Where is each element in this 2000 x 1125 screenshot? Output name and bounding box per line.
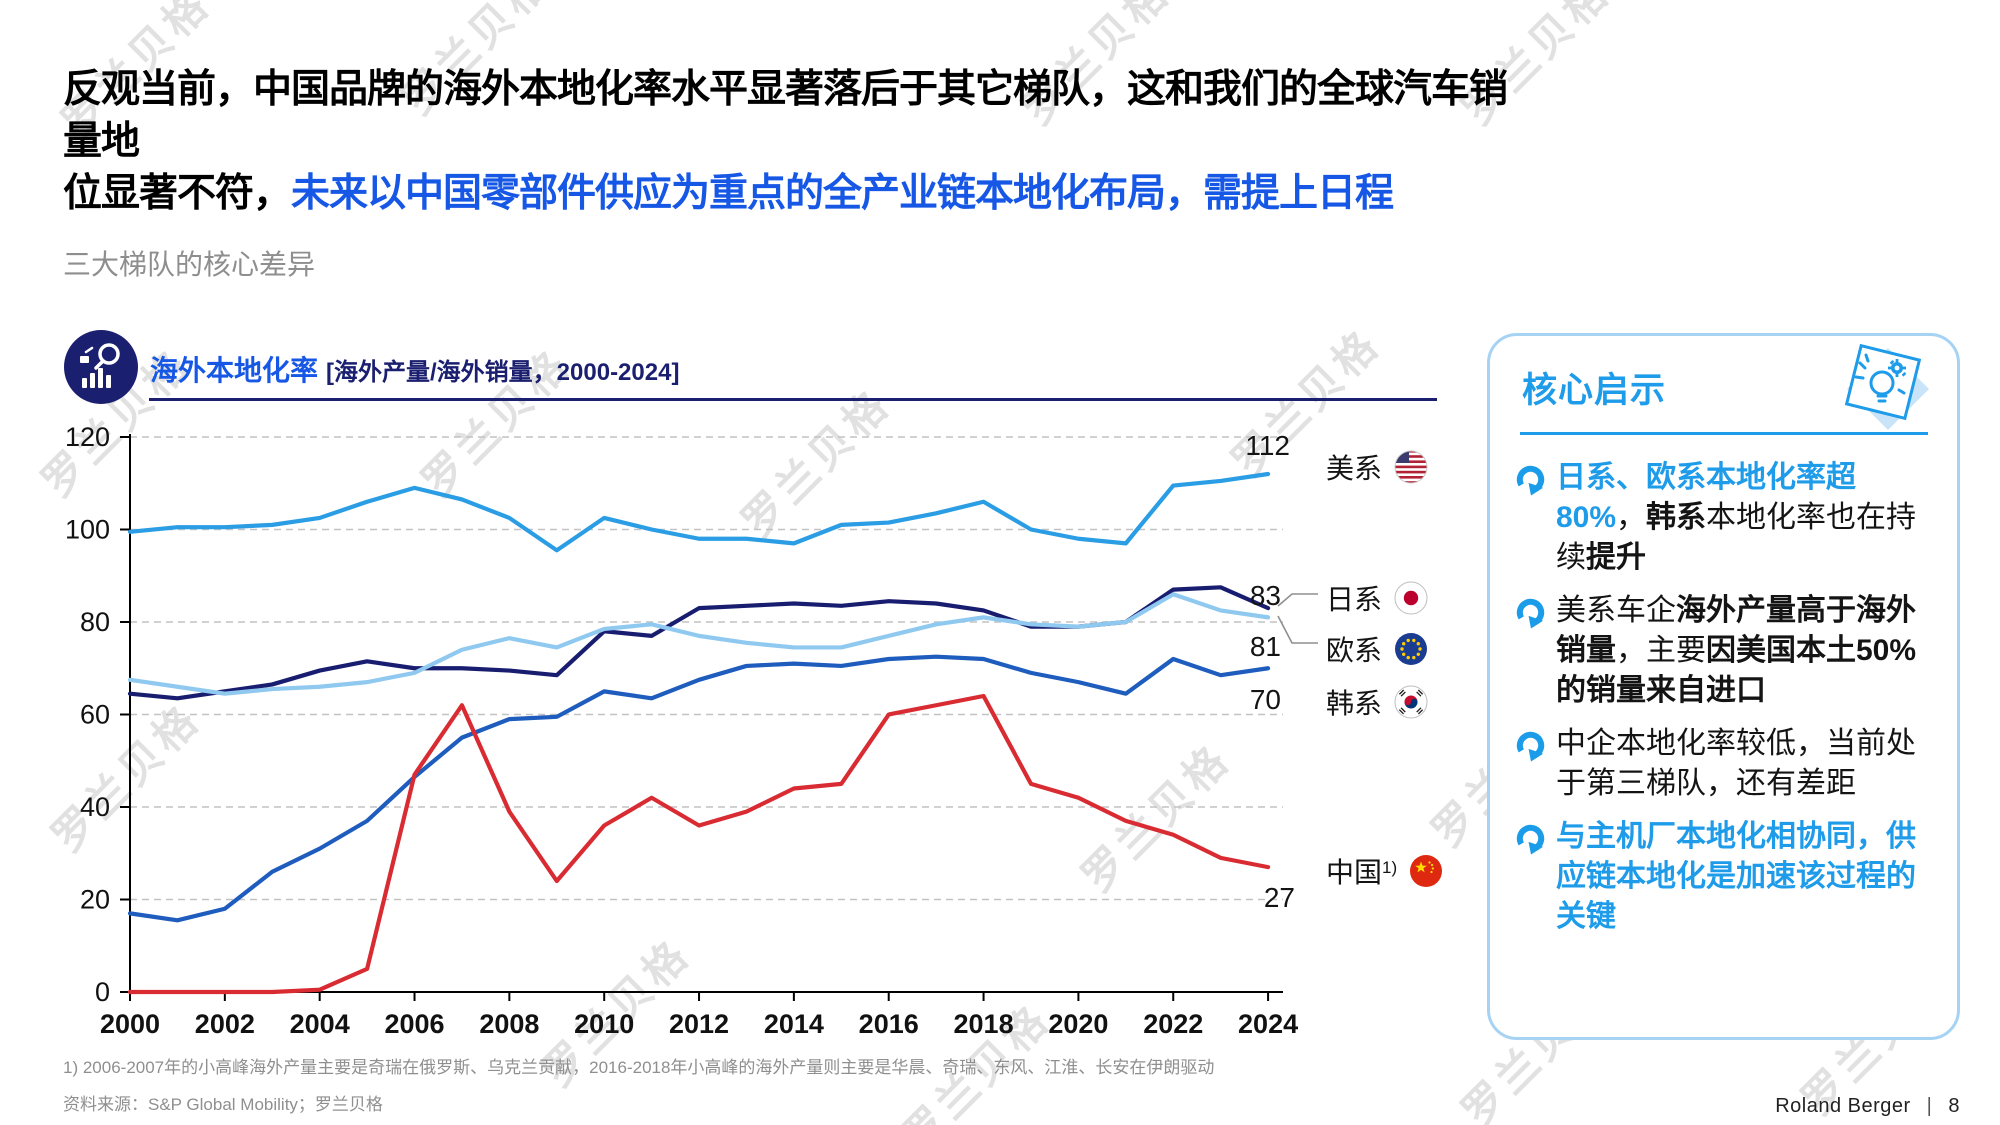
insight-bullet: 日系、欧系本地化率超80%，韩系本地化率也在持续提升 (1514, 458, 1936, 578)
curved-arrow-bullet-icon (1516, 824, 1545, 855)
x-tick-label: 2010 (574, 1009, 634, 1039)
y-tick-label: 0 (95, 977, 110, 1007)
curved-arrow-bullet-icon (1516, 731, 1545, 762)
x-tick-label: 2018 (954, 1009, 1014, 1039)
insight-bullet-text: 日系、欧系本地化率超80%，韩系本地化率也在持续提升 (1556, 461, 1917, 574)
end-value-jp: 83 (1249, 580, 1281, 611)
source-line: 资料来源：S&P Global Mobility；罗兰贝格 (63, 1095, 383, 1114)
x-tick-label: 2008 (479, 1009, 539, 1039)
insights-title: 核心启示 (1522, 371, 1667, 410)
legend-item-us: 美系 (1326, 447, 1428, 487)
insight-bullet-text: 美系车企海外产量高于海外销量，主要因美国本土50%的销量来自进口 (1556, 594, 1917, 707)
insight-bullet: 美系车企海外产量高于海外销量，主要因美国本土50%的销量来自进口 (1514, 591, 1936, 711)
chart-header-rule (149, 398, 1437, 401)
footnote-marker: 1) (1382, 858, 1398, 877)
y-tick-label: 60 (80, 700, 110, 730)
insights-bullet-list: 日系、欧系本地化率超80%，韩系本地化率也在持续提升 美系车企海外产量高于海外销量… (1514, 458, 1936, 950)
x-tick-label: 2020 (1048, 1009, 1108, 1039)
china-flag-icon (1410, 855, 1443, 887)
page-number: 8 (1948, 1095, 1960, 1117)
insight-bullet: 中企本地化率较低，当前处于第三梯队，还有差距 (1514, 724, 1936, 804)
brand-name: Roland Berger (1775, 1095, 1911, 1117)
title-line-1: 反观当前，中国品牌的海外本地化率水平显著落后于其它梯队，这和我们的全球汽车销量地 (63, 68, 1508, 163)
series-line-cn (127, 693, 1271, 995)
united-states-flag-icon (1394, 450, 1428, 484)
series-line-us (127, 471, 1271, 553)
insights-title-rule (1520, 432, 1928, 435)
y-tick-label: 100 (65, 515, 110, 545)
x-tick-label: 2016 (859, 1009, 919, 1039)
european-union-flag-icon (1395, 633, 1428, 665)
series-line-eu (127, 592, 1271, 696)
end-value-cn: 27 (1263, 882, 1295, 913)
lightbulb-gear-icon (1844, 343, 1930, 431)
y-tick-label: 120 (65, 422, 110, 452)
y-tick-label: 40 (80, 792, 110, 822)
curved-arrow-bullet-icon (1516, 465, 1545, 496)
x-tick-label: 2024 (1238, 1009, 1298, 1039)
japan-flag-icon (1394, 581, 1428, 615)
y-tick-label: 20 (80, 885, 110, 915)
y-tick-label: 80 (80, 607, 110, 637)
page-title: 反观当前，中国品牌的海外本地化率水平显著落后于其它梯队，这和我们的全球汽车销量地… (63, 64, 1523, 220)
end-value-kr: 70 (1249, 684, 1281, 715)
legend-label-jp: 日系 (1326, 584, 1383, 615)
legend-label-cn: 中国1) (1326, 857, 1398, 888)
x-tick-label: 2006 (384, 1009, 444, 1039)
chart-title: 海外本地化率 (150, 355, 319, 386)
x-tick-label: 2002 (195, 1009, 255, 1039)
key-insights-panel: 核心启示 日系、欧系本地化率超80%，韩系本 (1487, 333, 1960, 1040)
x-tick-label: 2004 (290, 1009, 350, 1039)
subtitle: 三大梯队的核心差异 (63, 249, 316, 280)
curved-arrow-bullet-icon (1516, 598, 1545, 629)
legend-item-kr: 韩系 (1326, 682, 1428, 722)
chart-title-bracket: [海外产量/海外销量，2000-2024] (326, 359, 680, 386)
end-value-us: 112 (1245, 430, 1290, 461)
chart-analysis-icon (64, 330, 138, 404)
x-tick-label: 2014 (764, 1009, 824, 1039)
page-footer: Roland Berger | 8 (1775, 1095, 1960, 1118)
end-value-eu: 81 (1249, 631, 1281, 662)
legend-item-cn: 中国1) (1326, 851, 1443, 891)
footnote: 1) 2006-2007年的小高峰海外产量主要是奇瑞在俄罗斯、乌克兰贡献，201… (63, 1058, 1215, 1077)
legend-item-jp: 日系 (1326, 578, 1428, 618)
title-line-2: 位显著不符，未来以中国零部件供应为重点的全产业链本地化布局，需提上日程 (63, 172, 1394, 215)
insight-bullet: 与主机厂本地化相协同，供应链本地化是加速该过程的关键 (1514, 817, 1936, 937)
x-tick-label: 2022 (1143, 1009, 1203, 1039)
footer-separator: | (1926, 1095, 1933, 1117)
title-highlight: 未来以中国零部件供应为重点的全产业链本地化布局，需提上日程 (291, 172, 1394, 215)
legend-item-eu: 欧系 (1326, 629, 1428, 669)
chart-header: 海外本地化率 [海外产量/海外销量，2000-2024] (150, 349, 679, 389)
legend-label-us: 美系 (1326, 453, 1383, 484)
legend-label-eu: 欧系 (1326, 635, 1383, 666)
legend-label-kr: 韩系 (1326, 688, 1383, 719)
x-tick-label: 2000 (100, 1009, 160, 1039)
insight-bullet-text: 中企本地化率较低，当前处于第三梯队，还有差距 (1556, 727, 1916, 800)
series-line-kr (127, 654, 1271, 923)
x-tick-label: 2012 (669, 1009, 729, 1039)
south-korea-flag-icon (1394, 685, 1428, 719)
legend-connector (1277, 593, 1318, 607)
legend-connector (1277, 615, 1318, 644)
insight-bullet-text: 与主机厂本地化相协同，供应链本地化是加速该过程的关键 (1556, 820, 1916, 933)
